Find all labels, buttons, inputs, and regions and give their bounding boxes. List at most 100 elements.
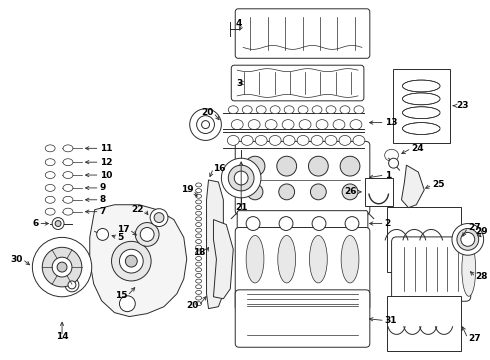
FancyBboxPatch shape: [235, 9, 370, 58]
Circle shape: [55, 221, 61, 226]
Text: 5: 5: [118, 233, 123, 242]
Ellipse shape: [340, 106, 350, 114]
Ellipse shape: [196, 234, 201, 238]
Circle shape: [65, 278, 79, 292]
Ellipse shape: [196, 279, 201, 283]
Circle shape: [277, 156, 296, 176]
Text: 14: 14: [56, 332, 69, 341]
Ellipse shape: [45, 208, 55, 215]
Circle shape: [452, 224, 484, 255]
Ellipse shape: [246, 235, 264, 283]
Text: 11: 11: [99, 144, 112, 153]
Circle shape: [52, 257, 72, 277]
Ellipse shape: [228, 106, 238, 114]
Text: 20: 20: [186, 301, 198, 310]
Ellipse shape: [278, 235, 295, 283]
Ellipse shape: [227, 135, 239, 145]
FancyBboxPatch shape: [235, 141, 370, 215]
Text: 24: 24: [412, 144, 424, 153]
Text: 10: 10: [99, 171, 112, 180]
Circle shape: [190, 109, 221, 140]
Ellipse shape: [269, 135, 281, 145]
Ellipse shape: [196, 183, 201, 187]
Circle shape: [112, 241, 151, 281]
Ellipse shape: [350, 120, 362, 130]
Polygon shape: [206, 180, 223, 309]
FancyBboxPatch shape: [231, 65, 364, 101]
Circle shape: [342, 184, 358, 200]
Ellipse shape: [270, 106, 280, 114]
Ellipse shape: [297, 135, 309, 145]
Ellipse shape: [241, 135, 253, 145]
Ellipse shape: [196, 302, 201, 306]
Ellipse shape: [325, 135, 337, 145]
Ellipse shape: [316, 120, 328, 130]
Ellipse shape: [402, 123, 440, 135]
Ellipse shape: [196, 222, 201, 226]
Circle shape: [150, 209, 168, 226]
Ellipse shape: [63, 159, 73, 166]
Ellipse shape: [45, 145, 55, 152]
Polygon shape: [214, 220, 233, 299]
Circle shape: [234, 171, 248, 185]
Text: 9: 9: [99, 183, 106, 192]
Text: 2: 2: [385, 219, 391, 228]
Text: 16: 16: [214, 164, 226, 173]
Ellipse shape: [63, 172, 73, 179]
Ellipse shape: [312, 106, 322, 114]
Ellipse shape: [339, 135, 351, 145]
Circle shape: [228, 165, 254, 191]
Ellipse shape: [45, 172, 55, 179]
Bar: [387, 207, 462, 271]
Ellipse shape: [333, 120, 345, 130]
Ellipse shape: [196, 217, 201, 221]
Ellipse shape: [63, 196, 73, 203]
Circle shape: [125, 255, 137, 267]
Text: 7: 7: [99, 207, 106, 216]
Text: 18: 18: [193, 248, 205, 257]
Circle shape: [279, 184, 294, 200]
Circle shape: [42, 247, 82, 287]
Text: 26: 26: [344, 187, 357, 196]
Circle shape: [196, 116, 215, 134]
Ellipse shape: [196, 262, 201, 266]
Text: 3: 3: [236, 78, 242, 87]
Ellipse shape: [298, 106, 308, 114]
Text: 23: 23: [456, 101, 468, 110]
Ellipse shape: [341, 235, 359, 283]
Circle shape: [97, 229, 109, 240]
Text: 31: 31: [385, 316, 397, 325]
Text: 13: 13: [385, 118, 397, 127]
Ellipse shape: [310, 235, 327, 283]
Ellipse shape: [265, 120, 277, 130]
Circle shape: [461, 233, 475, 246]
Text: 30: 30: [10, 255, 23, 264]
Circle shape: [311, 184, 326, 200]
FancyBboxPatch shape: [235, 290, 370, 347]
Ellipse shape: [242, 106, 252, 114]
Ellipse shape: [385, 149, 398, 161]
Text: 29: 29: [476, 227, 489, 236]
Circle shape: [221, 158, 261, 198]
Text: 19: 19: [181, 185, 194, 194]
Text: 28: 28: [476, 273, 488, 282]
Polygon shape: [90, 205, 187, 316]
Text: 21: 21: [235, 203, 247, 212]
Text: 8: 8: [99, 195, 106, 204]
Circle shape: [32, 237, 92, 297]
Ellipse shape: [196, 296, 201, 300]
Ellipse shape: [284, 106, 294, 114]
Bar: [365, 178, 392, 206]
Ellipse shape: [196, 268, 201, 272]
Ellipse shape: [63, 208, 73, 215]
Ellipse shape: [256, 106, 266, 114]
Ellipse shape: [196, 285, 201, 289]
Ellipse shape: [196, 239, 201, 243]
Text: 12: 12: [99, 158, 112, 167]
Ellipse shape: [196, 256, 201, 260]
Text: 27: 27: [468, 334, 480, 343]
Ellipse shape: [45, 159, 55, 166]
Ellipse shape: [45, 196, 55, 203]
Ellipse shape: [45, 184, 55, 192]
Ellipse shape: [353, 135, 365, 145]
